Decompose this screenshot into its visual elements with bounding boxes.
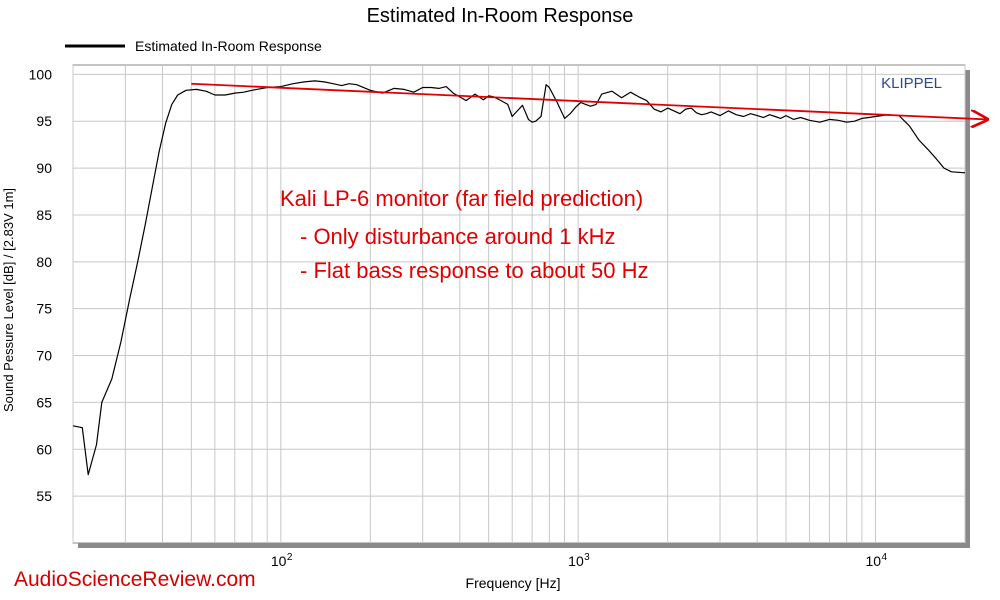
annotation-line-3: - Flat bass response to about 50 Hz xyxy=(300,258,649,283)
annotation-line-1: Kali LP-6 monitor (far field prediction) xyxy=(280,186,643,211)
klippel-logo: KLIPPEL xyxy=(881,75,942,92)
y-tick-label: 65 xyxy=(36,394,52,410)
x-tick-exponent: 2 xyxy=(287,552,293,563)
x-tick-label: 10 xyxy=(271,553,287,569)
x-tick-exponent: 3 xyxy=(584,552,590,563)
x-axis-label: Frequency [Hz] xyxy=(466,575,561,591)
y-tick-label: 100 xyxy=(29,66,53,82)
x-tick-labels: 10 2 10 3 10 4 xyxy=(271,552,888,569)
y-tick-label: 70 xyxy=(36,348,52,364)
legend-label: Estimated In-Room Response xyxy=(135,38,322,54)
y-tick-label: 60 xyxy=(36,441,52,457)
plot-area xyxy=(72,64,966,544)
y-tick-label: 80 xyxy=(36,254,52,270)
y-tick-label: 85 xyxy=(36,207,52,223)
x-tick-label: 10 xyxy=(568,553,584,569)
y-tick-label: 75 xyxy=(36,301,52,317)
chart-title: Estimated In-Room Response xyxy=(367,5,634,27)
watermark: AudioScienceReview.com xyxy=(14,568,256,591)
x-tick-exponent: 4 xyxy=(881,552,887,563)
y-tick-label: 55 xyxy=(36,488,52,504)
annotation-line-2: - Only disturbance around 1 kHz xyxy=(300,224,616,249)
x-tick-label: 10 xyxy=(865,553,881,569)
series-line xyxy=(72,80,966,476)
y-tick-labels: 55 60 65 70 75 80 85 90 95 100 xyxy=(29,66,53,504)
y-tick-label: 90 xyxy=(36,160,52,176)
y-tick-label: 95 xyxy=(36,113,52,129)
y-axis-label: Sound Pessure Level [dB] / [2.83V 1m] xyxy=(1,188,16,412)
trend-arrow xyxy=(191,82,987,120)
series-group xyxy=(72,80,966,476)
